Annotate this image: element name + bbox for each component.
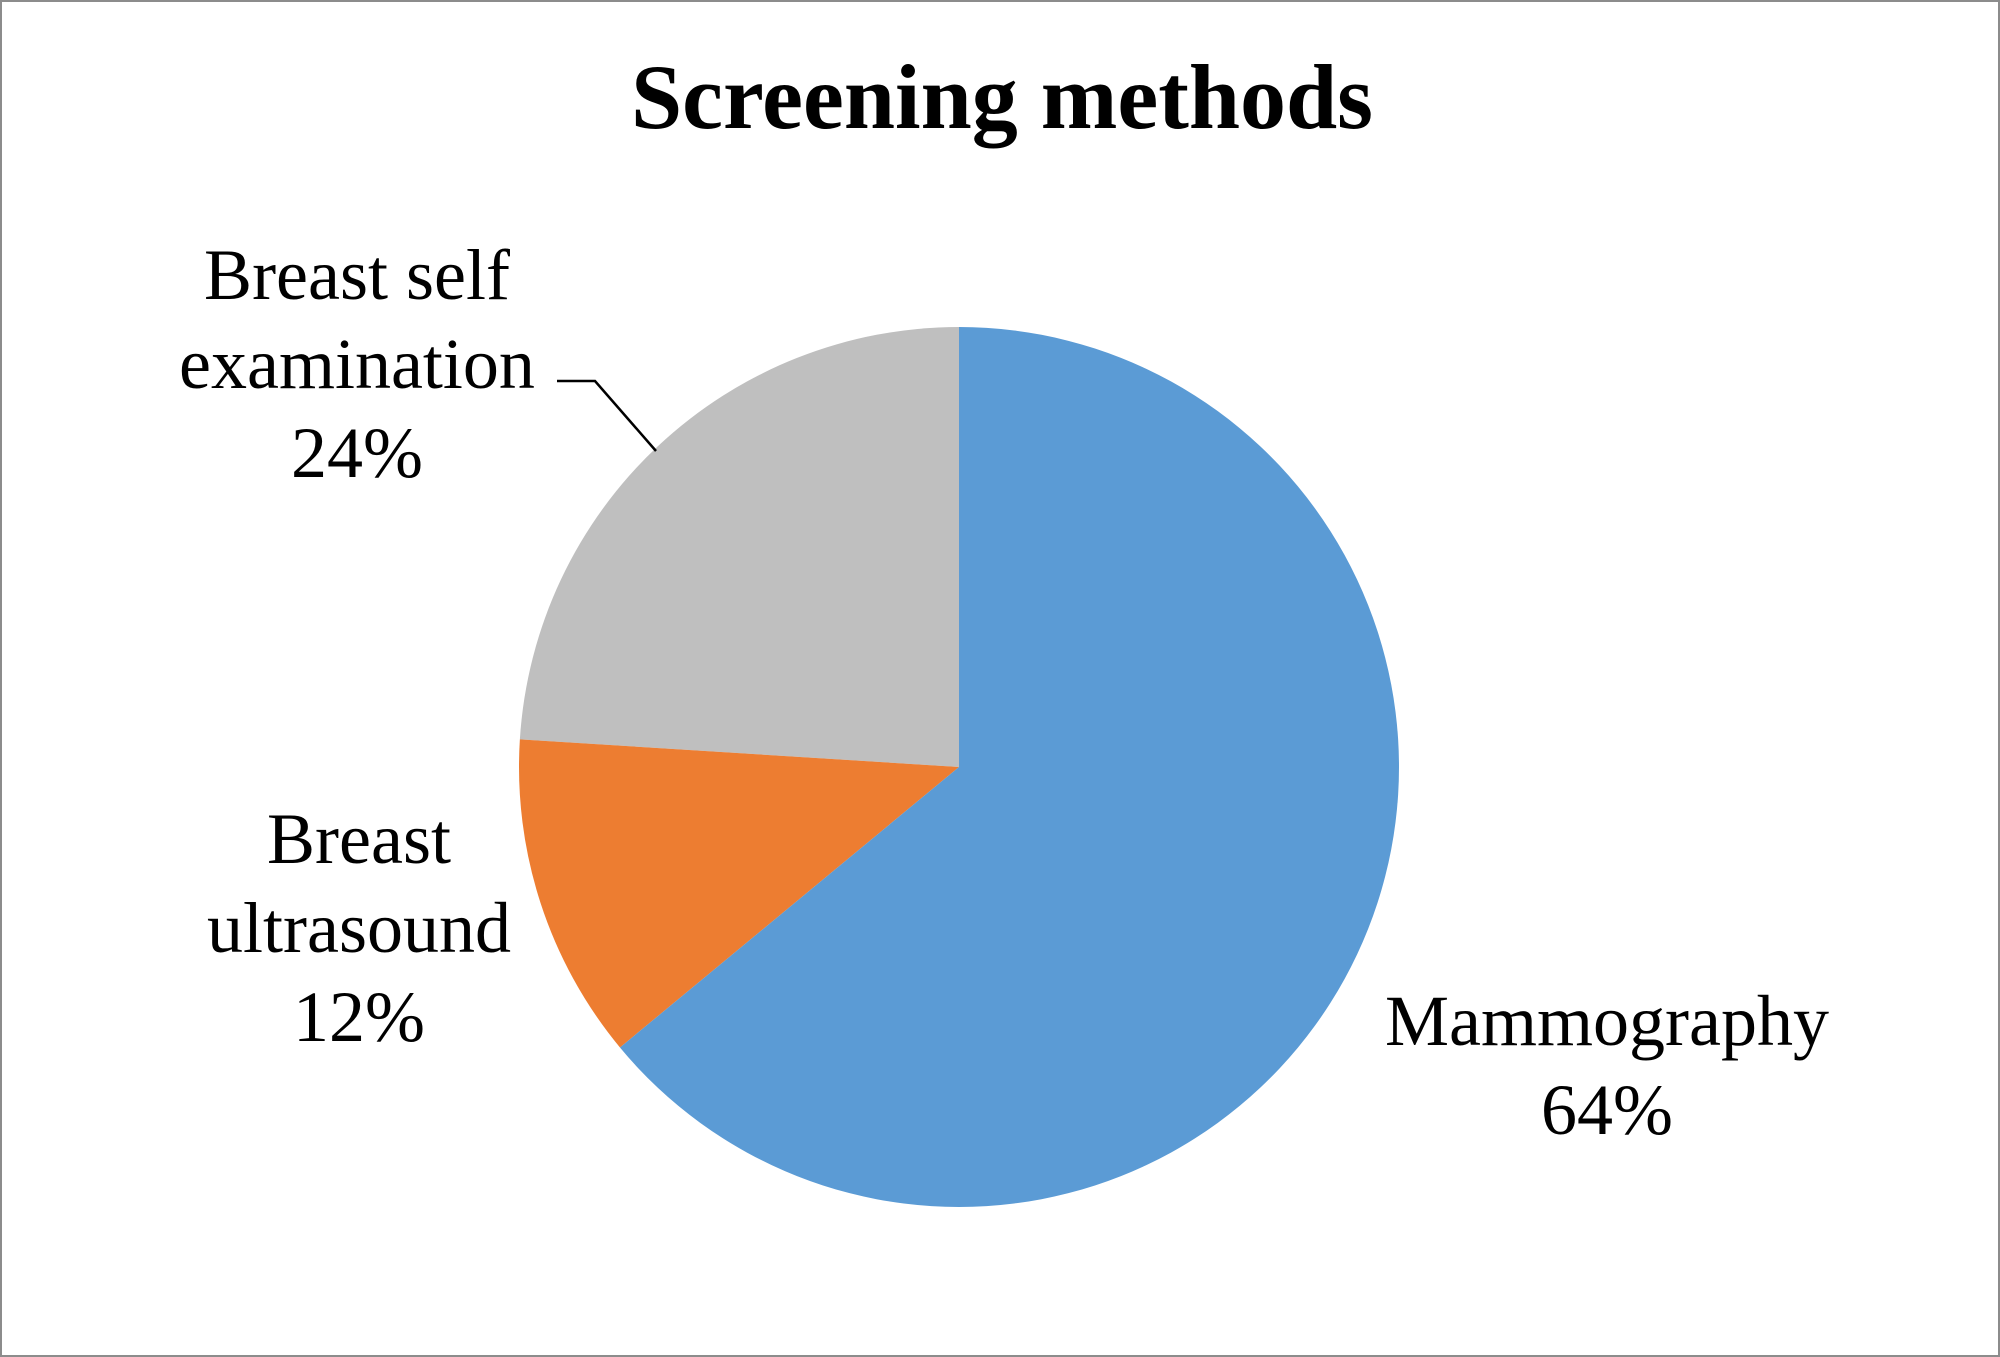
chart-title: Screening methods (631, 46, 1373, 148)
pie-slice (619, 327, 1400, 1207)
value-label: 24% (291, 413, 423, 493)
data-label: Breast self examination 24% (137, 231, 577, 498)
category-label: Mammography (1385, 981, 1829, 1061)
pie-slice (519, 326, 959, 767)
leader-line (557, 379, 657, 452)
data-label: Mammography 64% (1287, 977, 1927, 1155)
value-label: 64% (1541, 1070, 1673, 1150)
category-label: Breast ultrasound (207, 799, 511, 968)
pie-slice (519, 739, 959, 1048)
value-label: 12% (293, 977, 425, 1057)
category-label: Breast self examination (179, 235, 535, 404)
data-label: Breast ultrasound 12% (139, 795, 579, 1062)
